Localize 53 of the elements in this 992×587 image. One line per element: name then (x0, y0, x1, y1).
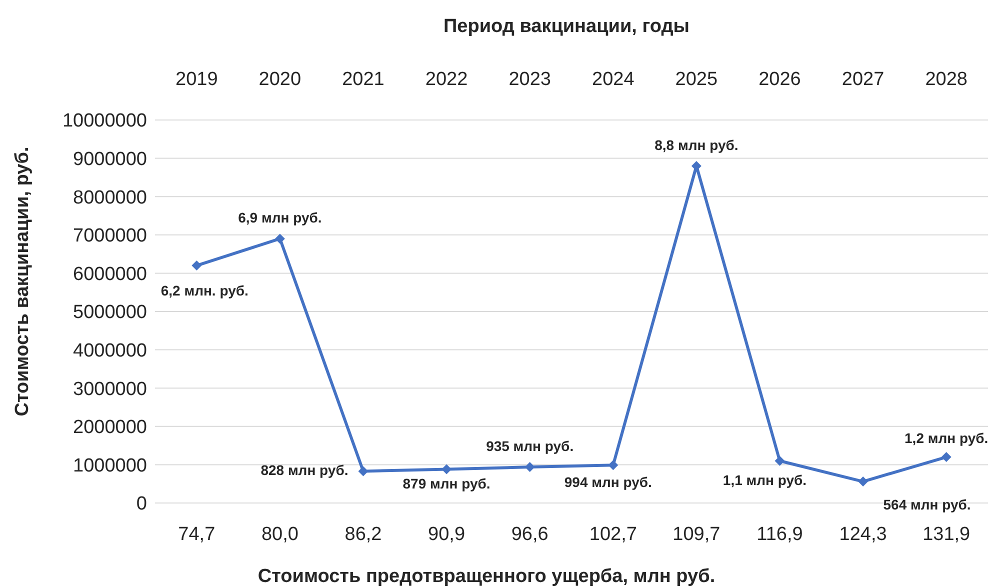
y-tick-label: 5000000 (73, 302, 147, 324)
x-tick-label: 102,7 (589, 524, 637, 545)
y-tick-label: 10000000 (62, 110, 147, 132)
y-axis-title: Стоимость вакцинации, руб. (12, 146, 33, 416)
y-tick-label: 7000000 (73, 226, 147, 247)
x2-tick-label: 2028 (925, 69, 968, 90)
y-tick-label: 2000000 (73, 417, 147, 438)
x-axis-title: Стоимость предотвращенного ущерба, млн руб. (258, 566, 716, 587)
annotation: 994 млн руб. (564, 474, 652, 490)
x2-tick-label: 2021 (342, 69, 384, 90)
point (774, 456, 785, 466)
x2-tick-label: 2023 (508, 69, 551, 90)
x2-tick-label: 2025 (675, 69, 718, 90)
point (358, 466, 368, 476)
y-tick-label: 1000000 (73, 455, 147, 476)
y-tick-label: 9000000 (73, 148, 147, 170)
point (442, 464, 452, 474)
x2-tick-label: 2027 (842, 69, 884, 90)
x2-tick-label: 2020 (258, 69, 302, 90)
point (274, 234, 285, 244)
y-tick-label: 0 (136, 494, 147, 515)
x2-axis-title: Период вакцинации, годы (443, 16, 690, 37)
point (858, 476, 868, 487)
x2-tick-label: 2019 (176, 69, 218, 90)
x2-tick-label: 2022 (425, 69, 468, 90)
x-tick-label: 124,3 (839, 524, 887, 545)
annotation: 564 млн руб. (883, 496, 971, 513)
x-tick-label: 116,9 (756, 524, 803, 545)
annotation: 6,9 млн руб. (238, 210, 322, 226)
x-tick-label: 96,6 (511, 524, 548, 545)
x2-tick-label: 2024 (592, 69, 635, 90)
y-tick-label: 6000000 (73, 264, 147, 285)
x-tick-label: 80,0 (261, 524, 298, 545)
y-tick-label: 3000000 (73, 378, 147, 400)
x-tick-label: 74,7 (178, 524, 216, 545)
annotation: 1,1 млн руб. (722, 472, 807, 488)
x-tick-label: 109,7 (672, 524, 720, 545)
x-tick-label: 131,9 (922, 524, 970, 545)
point (608, 460, 618, 470)
annotation: 828 млн руб. (260, 462, 348, 478)
x-tick-label: 86,2 (344, 524, 382, 545)
annotation: 879 млн руб. (402, 475, 490, 492)
x-tick-label: 90,9 (428, 524, 466, 545)
x2-tick-label: 2026 (758, 69, 801, 90)
annotation: 6,2 млн. руб. (160, 282, 248, 299)
point (524, 462, 535, 472)
annotation: 8,8 млн руб. (654, 136, 738, 153)
annotation: 935 млн руб. (486, 438, 574, 454)
point (192, 260, 202, 271)
annotation: 1,2 млн руб. (904, 430, 988, 446)
point (941, 452, 952, 462)
y-tick-label: 8000000 (73, 187, 147, 208)
y-tick-label: 4000000 (73, 340, 147, 362)
